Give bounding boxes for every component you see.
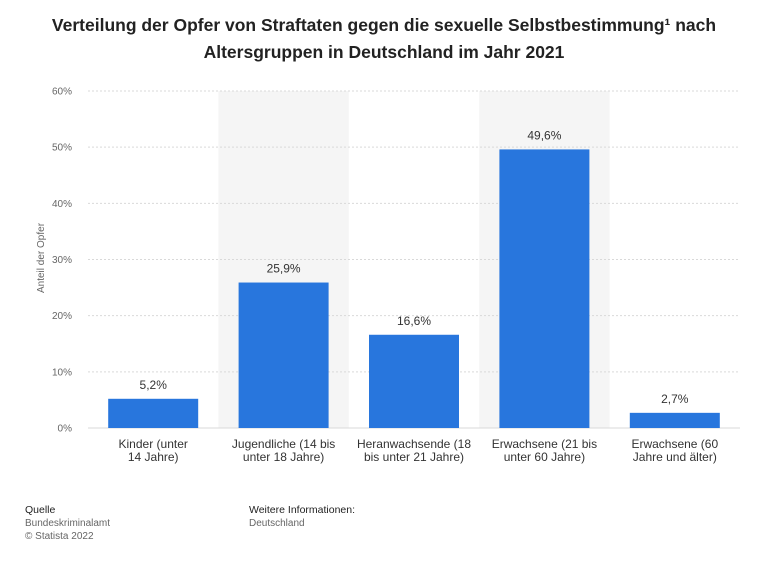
chart-title-line-1: Verteilung der Opfer von Straftaten gege… [51,15,717,35]
data-label: 25,9% [267,262,301,276]
bar [108,398,199,428]
bar [629,412,720,428]
bar [499,149,590,428]
source-block: Quelle Bundeskriminalamt © Statista 2022 [25,504,110,543]
x-tick-label: bis unter 21 Jahre) [364,450,464,464]
data-label: 16,6% [397,314,431,328]
chart-title-line-2: Altersgruppen in Deutschland im Jahr 202… [203,42,565,62]
x-tick-label: Erwachsene (60 [631,437,718,451]
data-label: 49,6% [527,128,561,142]
y-tick-label: 60% [52,87,72,98]
info-block: Weitere Informationen: Deutschland [249,504,355,530]
y-tick-label: 0% [58,424,73,435]
data-labels: 5,2% 25,9% 16,6% 49,6% 2,7% [140,128,689,405]
y-tick-label: 30% [52,255,72,266]
x-tick-label: unter 18 Jahre) [243,450,324,464]
data-label: 2,7% [661,392,689,406]
bars [108,149,720,428]
data-label: 5,2% [140,378,168,392]
x-tick-label: Erwachsene (21 bis [492,437,597,451]
y-axis-ticks: 0% 10% 20% 30% 40% 50% 60% [52,87,72,435]
chart-title: Verteilung der Opfer von Straftaten gege… [40,12,728,66]
source-line-2: © Statista 2022 [25,531,94,542]
x-tick-label: Kinder (unter [119,437,188,451]
y-tick-label: 50% [52,143,72,154]
x-tick-label: Jahre und älter) [633,450,717,464]
info-heading: Weitere Informationen: [249,504,356,516]
y-axis-title: Anteil der Opfer [36,222,47,293]
y-tick-label: 10% [52,367,72,378]
bar [369,334,459,428]
x-tick-label: 14 Jahre) [128,450,179,464]
info-line-1: Deutschland [249,518,305,529]
bar [238,282,329,428]
y-tick-label: 20% [52,311,72,322]
source-heading: Quelle [25,504,56,516]
y-tick-label: 40% [52,199,72,210]
source-line-1: Bundeskriminalamt [25,518,111,529]
x-tick-label: unter 60 Jahre) [504,450,585,464]
x-tick-label: Jugendliche (14 bis [232,437,335,451]
x-tick-label: Heranwachsende (18 [357,437,471,451]
